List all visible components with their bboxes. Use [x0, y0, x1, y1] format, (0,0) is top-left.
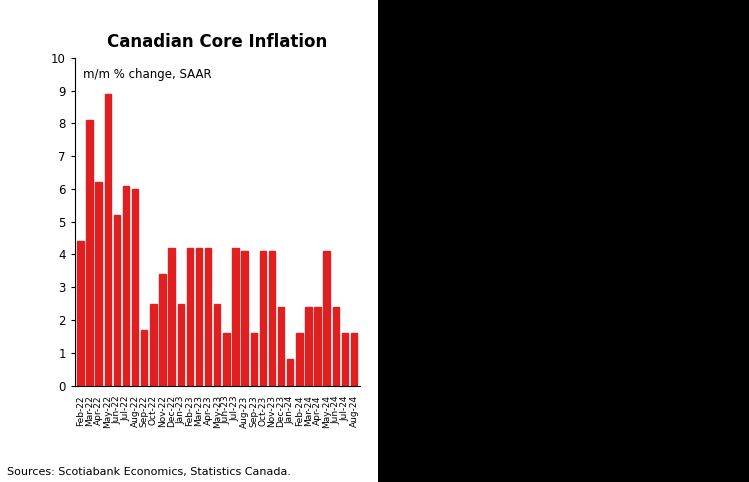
Title: Canadian Core Inflation: Canadian Core Inflation	[107, 33, 327, 51]
Bar	[86, 120, 93, 386]
Bar	[195, 248, 202, 386]
Bar	[105, 94, 111, 386]
Bar	[278, 307, 285, 386]
Bar	[205, 248, 211, 386]
Bar	[287, 360, 294, 386]
Bar	[132, 189, 139, 386]
Bar	[150, 304, 157, 386]
Bar	[114, 215, 120, 386]
Bar	[241, 251, 248, 386]
Bar	[269, 251, 275, 386]
Bar	[232, 248, 239, 386]
Bar	[178, 304, 184, 386]
Bar	[260, 251, 266, 386]
Bar	[77, 241, 84, 386]
Bar	[324, 251, 330, 386]
Bar	[160, 274, 166, 386]
Bar	[250, 333, 257, 386]
Bar	[333, 307, 339, 386]
Bar	[169, 248, 175, 386]
Text: m/m % change, SAAR: m/m % change, SAAR	[83, 67, 212, 80]
Bar	[351, 333, 357, 386]
Bar	[141, 330, 148, 386]
Bar	[306, 307, 312, 386]
Bar	[342, 333, 348, 386]
Bar	[296, 333, 303, 386]
Bar	[123, 186, 129, 386]
Bar	[95, 182, 102, 386]
Text: Sources: Scotiabank Economics, Statistics Canada.: Sources: Scotiabank Economics, Statistic…	[7, 467, 291, 477]
Bar	[315, 307, 321, 386]
Bar	[214, 304, 220, 386]
Bar	[223, 333, 229, 386]
Bar	[187, 248, 193, 386]
